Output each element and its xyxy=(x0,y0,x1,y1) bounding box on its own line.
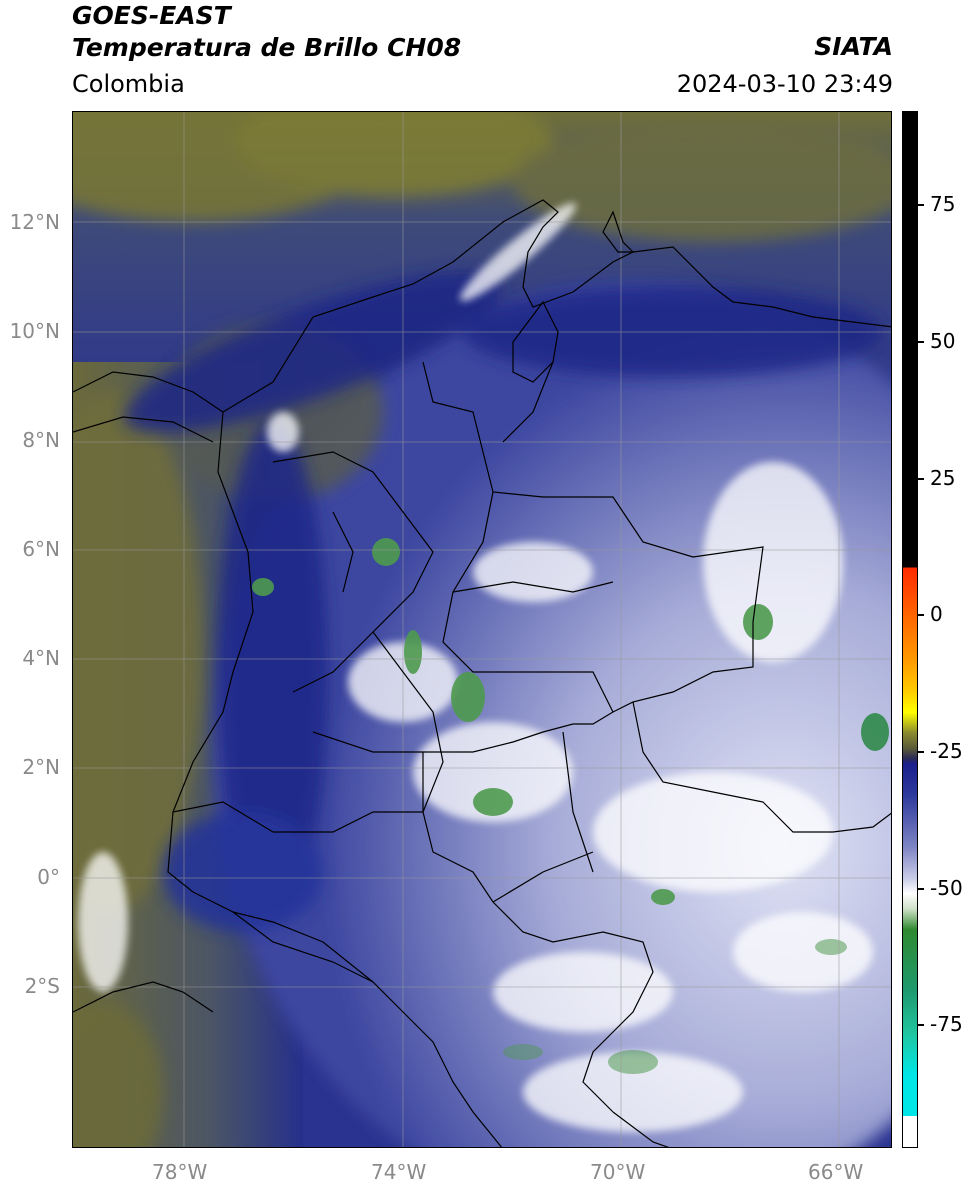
lat-label-10n: 10°N xyxy=(9,319,60,343)
lon-label-70w: 70°W xyxy=(590,1160,646,1184)
lon-label-74w: 74°W xyxy=(371,1160,427,1184)
colorbar-tick-75 xyxy=(918,204,924,206)
lat-label-2n: 2°N xyxy=(22,755,60,779)
timestamp-label: 2024-03-10 23:49 xyxy=(676,70,893,98)
colorbar-tick-minus25 xyxy=(918,751,924,753)
title-block: GOES-EAST Temperatura de Brillo CH08 xyxy=(72,0,461,64)
colorbar-tick-25 xyxy=(918,478,924,480)
colorbar-label-25: 25 xyxy=(930,466,956,490)
lat-label-4n: 4°N xyxy=(22,646,60,670)
colorbar-tick-50 xyxy=(918,341,924,343)
colorbar-label-0: 0 xyxy=(930,602,943,626)
lat-label-8n: 8°N xyxy=(22,428,60,452)
lat-label-6n: 6°N xyxy=(22,537,60,561)
colorbar-label-minus50: -50 xyxy=(930,876,963,900)
region-label: Colombia xyxy=(72,70,185,98)
lat-label-12n: 12°N xyxy=(9,210,60,234)
colorbar-tick-0 xyxy=(918,614,924,616)
colorbar-label-minus25: -25 xyxy=(930,739,963,763)
organization-label: SIATA xyxy=(814,32,893,61)
colorbar-tick-minus50 xyxy=(918,888,924,890)
lat-label-0: 0° xyxy=(37,865,60,889)
colorbar-label-minus75: -75 xyxy=(930,1012,963,1036)
product-title: Temperatura de Brillo CH08 xyxy=(72,33,462,62)
lon-label-66w: 66°W xyxy=(808,1160,864,1184)
satellite-map xyxy=(72,111,892,1148)
satellite-title: GOES-EAST xyxy=(72,1,231,30)
colorbar xyxy=(902,111,918,1148)
lat-label-2s: 2°S xyxy=(24,974,60,998)
colorbar-label-50: 50 xyxy=(930,329,956,353)
colorbar-label-75: 75 xyxy=(930,192,956,216)
lon-label-78w: 78°W xyxy=(152,1160,208,1184)
colorbar-tick-minus75 xyxy=(918,1024,924,1026)
